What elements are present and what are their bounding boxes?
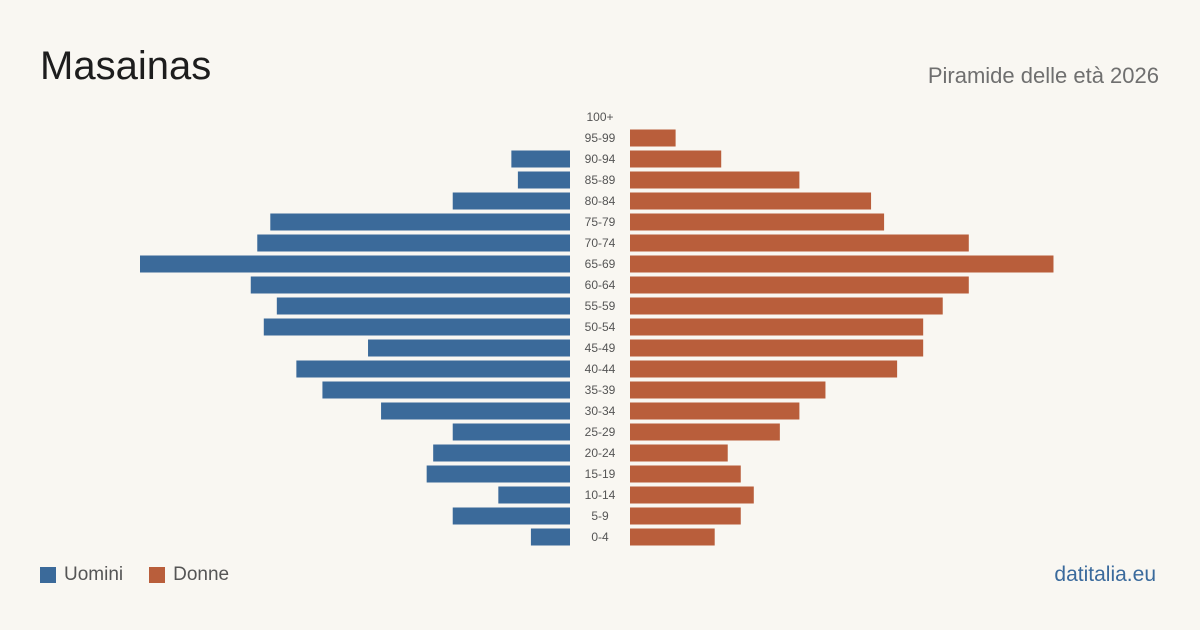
bar-men-45-49 bbox=[368, 339, 570, 357]
age-label-50-54: 50-54 bbox=[585, 320, 616, 334]
bar-men-70-74 bbox=[257, 234, 570, 252]
bar-women-80-84 bbox=[630, 192, 872, 210]
bar-women-50-54 bbox=[630, 318, 924, 336]
bar-men-85-89 bbox=[517, 171, 570, 189]
bar-women-30-34 bbox=[630, 402, 800, 420]
age-label-85-89: 85-89 bbox=[585, 173, 616, 187]
bar-men-40-44 bbox=[296, 360, 570, 378]
bar-men-65-69 bbox=[140, 255, 570, 273]
legend-label-women: Donne bbox=[173, 564, 230, 585]
bar-men-15-19 bbox=[426, 465, 570, 483]
bar-women-15-19 bbox=[630, 465, 741, 483]
bar-women-95-99 bbox=[630, 129, 676, 147]
bar-men-75-79 bbox=[270, 213, 570, 231]
legend-swatch-women bbox=[149, 567, 166, 583]
age-label-80-84: 80-84 bbox=[585, 194, 616, 208]
bar-women-90-94 bbox=[630, 150, 722, 168]
bar-men-55-59 bbox=[276, 297, 570, 315]
age-label-90-94: 90-94 bbox=[585, 152, 616, 166]
age-label-30-34: 30-34 bbox=[585, 404, 616, 418]
age-label-5-9: 5-9 bbox=[591, 509, 609, 523]
bar-men-35-39 bbox=[322, 381, 570, 399]
age-label-60-64: 60-64 bbox=[585, 278, 616, 292]
age-label-10-14: 10-14 bbox=[585, 488, 616, 502]
age-label-55-59: 55-59 bbox=[585, 299, 616, 313]
bar-men-90-94 bbox=[511, 150, 570, 168]
bar-men-10-14 bbox=[498, 486, 570, 504]
bar-women-5-9 bbox=[630, 507, 741, 525]
bar-women-35-39 bbox=[630, 381, 826, 399]
source-link[interactable]: datitalia.eu bbox=[1054, 563, 1156, 586]
bar-men-50-54 bbox=[263, 318, 570, 336]
bar-women-10-14 bbox=[630, 486, 754, 504]
bar-men-60-64 bbox=[250, 276, 570, 294]
age-label-0-4: 0-4 bbox=[591, 530, 609, 544]
bar-men-30-34 bbox=[381, 402, 570, 420]
bar-women-25-29 bbox=[630, 423, 780, 441]
bar-men-5-9 bbox=[452, 507, 570, 525]
bar-women-70-74 bbox=[630, 234, 969, 252]
chart-title: Masainas bbox=[40, 44, 212, 88]
age-label-100+: 100+ bbox=[586, 110, 613, 124]
legend-swatch-men bbox=[40, 567, 56, 583]
age-label-65-69: 65-69 bbox=[585, 257, 616, 271]
bar-women-40-44 bbox=[630, 360, 898, 378]
bar-women-75-79 bbox=[630, 213, 885, 231]
age-label-70-74: 70-74 bbox=[585, 236, 616, 250]
age-label-40-44: 40-44 bbox=[585, 362, 616, 376]
bar-men-0-4 bbox=[530, 528, 570, 546]
legend-item-women: Donne bbox=[149, 564, 229, 586]
bar-men-25-29 bbox=[452, 423, 570, 441]
legend: Uomini Donne bbox=[40, 564, 255, 586]
age-label-25-29: 25-29 bbox=[585, 425, 616, 439]
bar-women-20-24 bbox=[630, 444, 728, 462]
bar-men-80-84 bbox=[452, 192, 570, 210]
legend-item-men: Uomini bbox=[40, 564, 123, 586]
bar-women-65-69 bbox=[630, 255, 1054, 273]
bar-women-55-59 bbox=[630, 297, 943, 315]
age-label-15-19: 15-19 bbox=[585, 467, 616, 481]
legend-label-men: Uomini bbox=[64, 564, 124, 585]
bar-men-20-24 bbox=[433, 444, 570, 462]
age-label-75-79: 75-79 bbox=[585, 215, 616, 229]
age-label-45-49: 45-49 bbox=[585, 341, 616, 355]
age-label-20-24: 20-24 bbox=[585, 446, 616, 460]
age-label-95-99: 95-99 bbox=[585, 131, 616, 145]
bar-women-60-64 bbox=[630, 276, 969, 294]
chart-subtitle: Piramide delle età 2026 bbox=[927, 63, 1159, 88]
bar-women-85-89 bbox=[630, 171, 800, 189]
age-label-35-39: 35-39 bbox=[585, 383, 616, 397]
bar-women-0-4 bbox=[630, 528, 715, 546]
bar-women-45-49 bbox=[630, 339, 924, 357]
